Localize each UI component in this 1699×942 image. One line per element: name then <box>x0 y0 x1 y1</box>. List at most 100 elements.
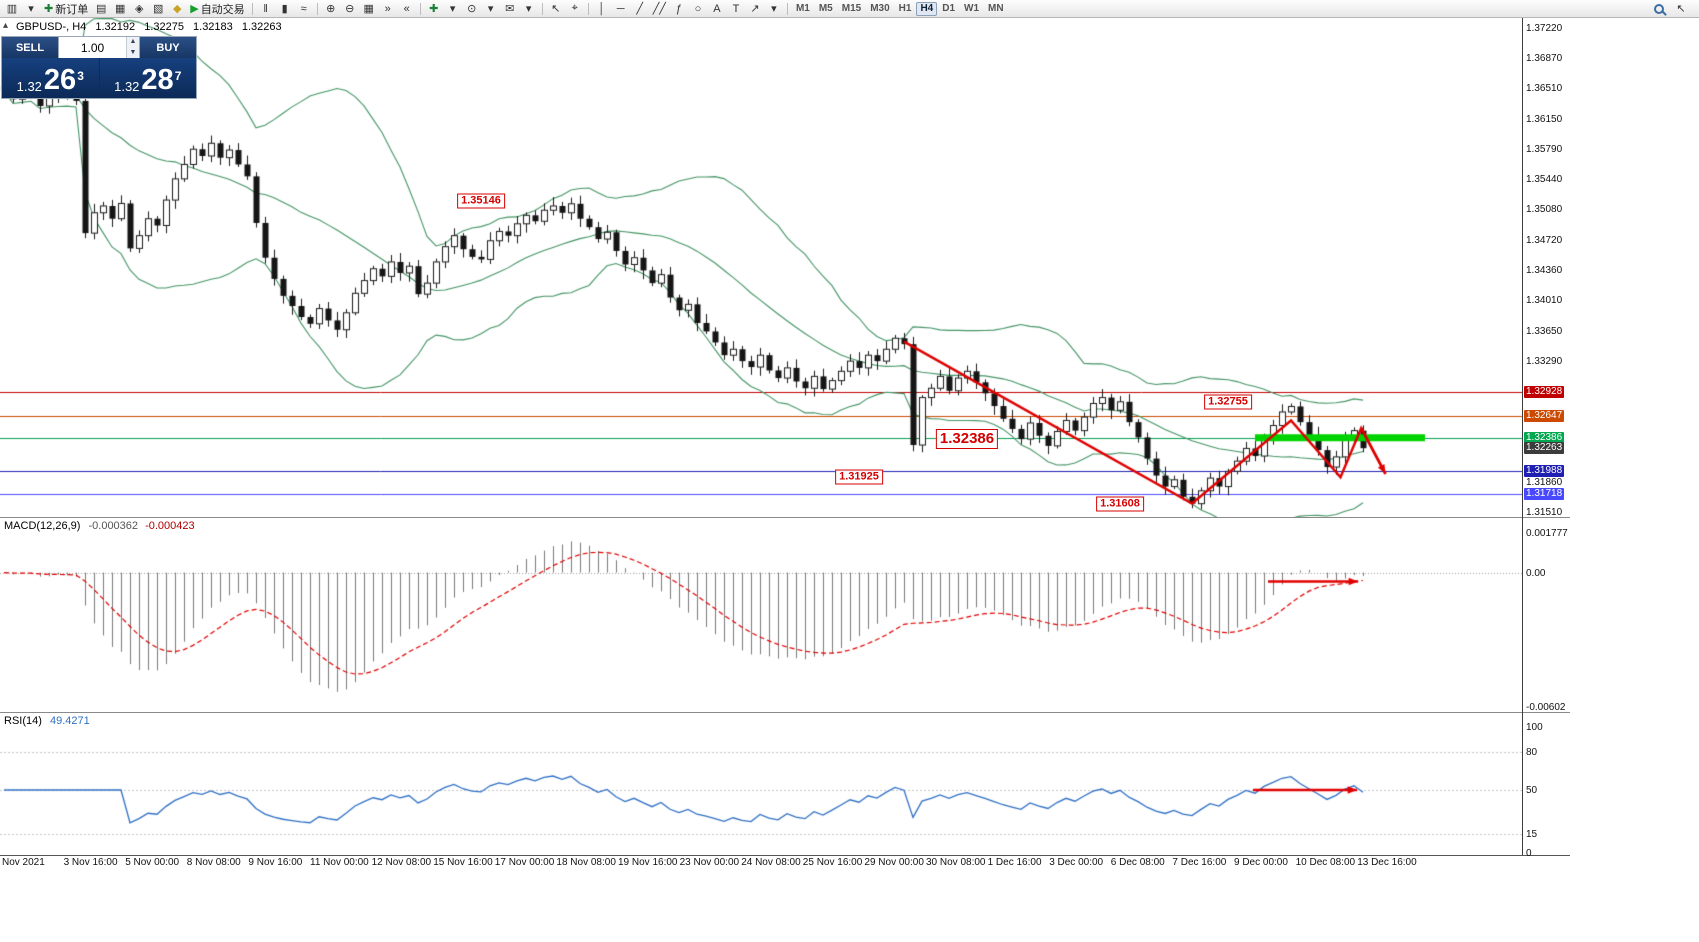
trendline-button[interactable]: ╱ <box>631 1 649 17</box>
price-badge: 1.32928 <box>1524 385 1565 398</box>
horizontal-line-button[interactable]: ─ <box>612 1 630 17</box>
time-axis[interactable]: Nov 2021 3 Nov 16:00 5 Nov 00:00 8 Nov 08:0… <box>0 856 1522 872</box>
rsi-scale-tick: 15 <box>1526 829 1538 841</box>
text-button[interactable]: A <box>708 1 726 17</box>
sell-price-display[interactable]: 1.32 26 3 <box>2 58 99 98</box>
bar-chart-button[interactable]: ‖ <box>257 1 275 17</box>
shapes-button[interactable]: ○ <box>689 1 707 17</box>
fibonacci-button[interactable]: ƒ <box>670 1 688 17</box>
price-tick: 1.31860 <box>1526 477 1563 489</box>
one-click-trading-panel: SELL 1.00 ▲ ▼ BUY 1.32 26 3 1.32 28 7 <box>1 36 197 99</box>
periods-button[interactable]: ⊙ <box>463 1 481 17</box>
metaeditor-icon: ◆ <box>172 3 182 15</box>
vertical-line-button[interactable]: │ <box>593 1 611 17</box>
auto-scroll-button[interactable]: » <box>379 1 397 17</box>
one-click-panel-toggle[interactable]: ▴ <box>3 20 9 31</box>
pointer-button[interactable]: ↖ <box>1672 1 1690 17</box>
timeframe-mn-button[interactable]: MN <box>988 3 1004 14</box>
price-tick: 1.34720 <box>1526 234 1563 246</box>
new-order-button[interactable]: ✚ 新订单 <box>41 1 91 17</box>
chart-shift-button[interactable]: « <box>398 1 416 17</box>
zoom-out-icon: ⊖ <box>345 3 355 15</box>
time-tick: 18 Nov 08:00 <box>556 857 616 868</box>
macd-indicator-header: MACD(12,26,9) -0.000362 -0.000423 <box>4 520 195 532</box>
main-toolbar: ▥ ▾ ✚ 新订单 ▤ ▦ ◈ ▧ ◆ ▶ 自动交易 ‖ ▮ ≈ ⊕ ⊖ ▦» «✚ ▾ ⊙ ▾ ✉ ▾ ↖ ⌖ │ ─ ╱ ╱╱ ƒ ○ A… <box>0 0 1699 18</box>
toolbar-right-group: ↖ <box>1650 1 1696 17</box>
time-tick: 25 Nov 16:00 <box>802 857 863 868</box>
search-button[interactable] <box>1650 1 1668 17</box>
price-tick: 1.36870 <box>1526 52 1563 64</box>
symbol-period-label: GBPUSD-, H4 <box>16 21 87 33</box>
arrows-dropdown[interactable]: ▾ <box>765 1 783 17</box>
templates-dropdown[interactable]: ▾ <box>520 1 538 17</box>
main-chart-canvas[interactable] <box>0 18 1522 517</box>
chart-ohlc-header: GBPUSD-, H4 1.32192 1.32275 1.32183 1.32… <box>16 21 288 33</box>
periods-icon: ⊙ <box>467 3 477 15</box>
macd-panel-separator[interactable] <box>0 517 1570 518</box>
timeframe-w1-button[interactable]: W1 <box>964 3 980 14</box>
navigator-button[interactable]: ◈ <box>130 1 148 17</box>
price-scale[interactable]: 1.37220 1.36870 1.36510 1.36150 1.35790 1.354… <box>1523 18 1570 859</box>
text-label-icon: T <box>732 2 740 15</box>
market-watch-button[interactable]: ▤ <box>92 1 110 17</box>
macd-panel-canvas[interactable] <box>0 517 1522 712</box>
zoom-out-button[interactable]: ⊖ <box>341 1 359 17</box>
channel-icon: ╱╱ <box>652 3 666 15</box>
crosshair-button[interactable]: ⌖ <box>566 1 584 17</box>
chart-window-dropdown[interactable]: ▾ <box>22 1 40 17</box>
volume-down-button[interactable]: ▼ <box>127 47 139 58</box>
volume-field[interactable]: 1.00 ▲ ▼ <box>58 37 140 58</box>
close-value: 1.32263 <box>241 21 282 33</box>
text-label-button[interactable]: T <box>727 1 745 17</box>
time-tick: 6 Dec 08:00 <box>1110 857 1165 868</box>
time-tick: 13 Dec 16:00 <box>1357 857 1417 868</box>
autotrading-icon: ▶ <box>190 3 199 15</box>
chart-window-button[interactable]: ▥ <box>3 1 21 17</box>
timeframe-h1-button[interactable]: H1 <box>898 3 912 14</box>
timeframe-h4-button[interactable]: H4 <box>916 1 938 16</box>
buy-price-display[interactable]: 1.32 28 7 <box>99 58 196 98</box>
time-tick: 19 Nov 16:00 <box>618 857 678 868</box>
indicators-dropdown[interactable]: ▾ <box>444 1 462 17</box>
time-tick: 30 Nov 08:00 <box>926 857 986 868</box>
rsi-panel-separator[interactable] <box>0 712 1570 713</box>
timeframe-m1-button[interactable]: M1 <box>795 3 810 14</box>
autotrading-button[interactable]: ▶ 自动交易 <box>187 1 247 17</box>
tile-windows-button[interactable]: ▦ <box>360 1 378 17</box>
timeframe-d1-button[interactable]: D1 <box>942 3 956 14</box>
templates-icon: ▾ <box>525 3 532 15</box>
rsi-scale-tick: 80 <box>1526 747 1538 759</box>
toolbar-separator <box>316 2 318 15</box>
timeframe-m30-button[interactable]: M30 <box>870 3 890 14</box>
rsi-panel-canvas[interactable] <box>0 712 1522 855</box>
timeframe-m5-button[interactable]: M5 <box>818 3 833 14</box>
macd-scale-tick: -0.00602 <box>1526 702 1566 713</box>
line-chart-button[interactable]: ≈ <box>295 1 313 17</box>
cursor-button[interactable]: ↖ <box>547 1 565 17</box>
timeframe-m15-button[interactable]: M15 <box>841 3 862 14</box>
volume-value[interactable]: 1.00 <box>80 40 105 55</box>
terminal-button[interactable]: ▧ <box>149 1 167 17</box>
chart-window-icon: ▾ <box>28 3 34 15</box>
channel-button[interactable]: ╱╱ <box>650 1 669 17</box>
price-badge: 1.32386 <box>1524 431 1565 444</box>
low-value: 1.32183 <box>193 21 233 33</box>
periods-dropdown[interactable]: ▾ <box>482 1 500 17</box>
metaeditor-button[interactable]: ◆ <box>168 1 186 17</box>
periods-icon: ▾ <box>487 3 494 15</box>
fibonacci-icon: ƒ <box>675 2 682 15</box>
macd-scale-tick: 0.001777 <box>1526 528 1568 539</box>
templates-button[interactable]: ✉ <box>501 1 519 17</box>
zoom-in-button[interactable]: ⊕ <box>322 1 340 17</box>
time-tick: 10 Dec 08:00 <box>1295 857 1356 868</box>
indicators-button[interactable]: ✚ <box>425 1 443 17</box>
sell-button[interactable]: SELL <box>2 37 58 58</box>
volume-up-button[interactable]: ▲ <box>127 37 139 48</box>
candlestick-chart-button[interactable]: ▮ <box>276 1 294 17</box>
arrows-button[interactable]: ↗ <box>746 1 764 17</box>
price-tick: 1.31510 <box>1526 507 1563 518</box>
arrows-icon: ▾ <box>771 3 777 15</box>
buy-button[interactable]: BUY <box>140 37 196 58</box>
data-window-button[interactable]: ▦ <box>111 1 129 17</box>
volume-stepper: ▲ ▼ <box>126 37 139 58</box>
